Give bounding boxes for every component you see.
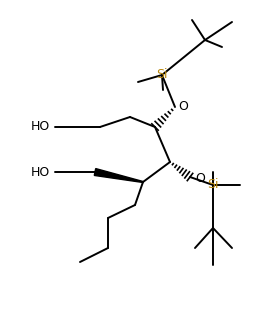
- Text: HO: HO: [31, 121, 50, 134]
- Text: O: O: [195, 172, 205, 184]
- Text: O: O: [178, 100, 188, 114]
- Polygon shape: [94, 169, 143, 182]
- Text: Si: Si: [156, 69, 168, 81]
- Text: HO: HO: [31, 166, 50, 178]
- Text: Si: Si: [207, 178, 219, 192]
